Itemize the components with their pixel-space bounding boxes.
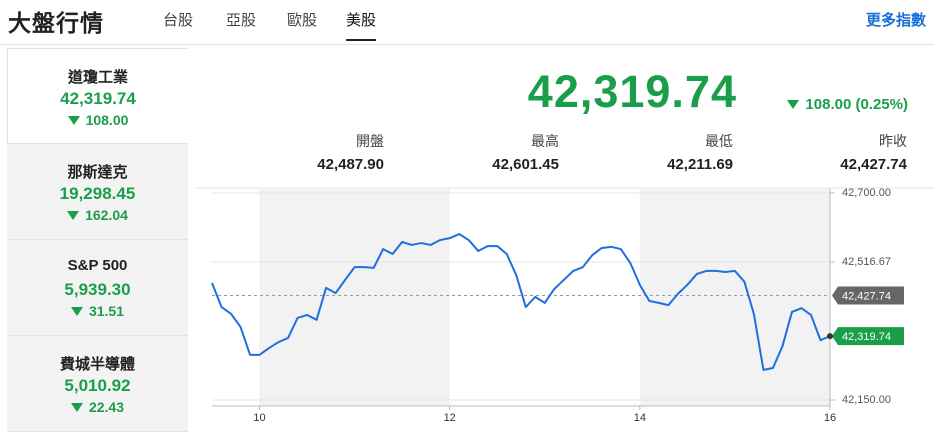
index-change: 22.43 bbox=[7, 399, 188, 415]
index-value: 5,939.30 bbox=[64, 280, 131, 299]
reference-label-bg bbox=[832, 286, 904, 305]
index-value: 42,319.74 bbox=[60, 89, 136, 108]
stat: 昨收 42,427.74 bbox=[787, 131, 907, 173]
index-item[interactable]: 費城半導體 5,010.92 22.43 bbox=[7, 336, 188, 432]
down-arrow bbox=[67, 211, 80, 220]
stat-value: 42,487.90 bbox=[317, 156, 384, 173]
index-item[interactable]: 道瓊工業 42,319.74 108.00 bbox=[7, 48, 188, 144]
price-line bbox=[211, 233, 831, 371]
y-tick-label: 42,150.00 bbox=[842, 394, 891, 406]
day-shade bbox=[259, 188, 450, 406]
page-title: 大盤行情 bbox=[8, 10, 104, 36]
index-name: S&P 500 bbox=[67, 257, 128, 274]
last-value-label: 42,319.74 bbox=[842, 331, 891, 343]
down-arrow bbox=[70, 307, 83, 316]
change-text: 108.00 (0.25%) bbox=[805, 96, 908, 113]
tab[interactable]: 歐股 bbox=[287, 12, 318, 29]
day-shade bbox=[639, 188, 830, 406]
down-arrow bbox=[70, 403, 83, 412]
down-arrow bbox=[67, 116, 80, 125]
stat-value: 42,427.74 bbox=[840, 156, 907, 173]
change-text: 22.43 bbox=[88, 399, 125, 415]
stat-label: 昨收 bbox=[879, 133, 907, 149]
header-divider bbox=[0, 44, 934, 45]
tab[interactable]: 亞股 bbox=[226, 12, 257, 29]
change-text: 108.00 bbox=[85, 112, 129, 128]
index-change: 162.04 bbox=[7, 207, 188, 223]
index-change: 31.51 bbox=[7, 303, 188, 319]
tab[interactable]: 台股 bbox=[163, 12, 194, 29]
stat-value: 42,211.69 bbox=[667, 156, 733, 173]
stat: 最高 42,601.45 bbox=[439, 131, 559, 173]
stat-value: 42,601.45 bbox=[492, 156, 559, 173]
x-tick-label: 16 bbox=[824, 412, 836, 424]
price: 42,319.74 bbox=[527, 66, 737, 117]
change-text: 31.51 bbox=[88, 303, 125, 319]
index-value: 5,010.92 bbox=[64, 376, 131, 395]
y-tick-label: 42,516.67 bbox=[842, 256, 891, 268]
x-tick-label: 12 bbox=[444, 412, 456, 424]
index-name: 費城半導體 bbox=[59, 356, 135, 373]
y-tick-label: 42,700.00 bbox=[842, 187, 891, 199]
reference-label: 42,427.74 bbox=[842, 290, 891, 302]
index-name: 那斯達克 bbox=[67, 164, 128, 181]
stat-label: 最低 bbox=[705, 133, 733, 149]
more-link[interactable]: 更多指數 bbox=[865, 12, 926, 29]
stat-label: 最高 bbox=[531, 133, 559, 149]
x-tick-label: 10 bbox=[253, 412, 265, 424]
index-item[interactable]: 那斯達克 19,298.45 162.04 bbox=[7, 144, 188, 240]
last-point bbox=[827, 333, 833, 340]
index-value: 19,298.45 bbox=[59, 184, 136, 203]
last-value-label-bg bbox=[832, 327, 904, 346]
price-change: 108.00 (0.25%) bbox=[787, 96, 908, 113]
index-change: 108.00 bbox=[8, 112, 188, 128]
x-tick-label: 14 bbox=[634, 412, 646, 424]
change-text: 162.04 bbox=[85, 207, 128, 223]
index-name: 道瓊工業 bbox=[67, 69, 128, 86]
tab[interactable]: 美股 bbox=[346, 9, 377, 41]
index-item[interactable]: S&P 500 5,939.30 31.51 bbox=[7, 240, 188, 336]
stat: 開盤 42,487.90 bbox=[264, 131, 384, 173]
down-arrow bbox=[787, 100, 800, 109]
stat-label: 開盤 bbox=[356, 133, 384, 149]
stat: 最低 42,211.69 bbox=[613, 131, 733, 173]
